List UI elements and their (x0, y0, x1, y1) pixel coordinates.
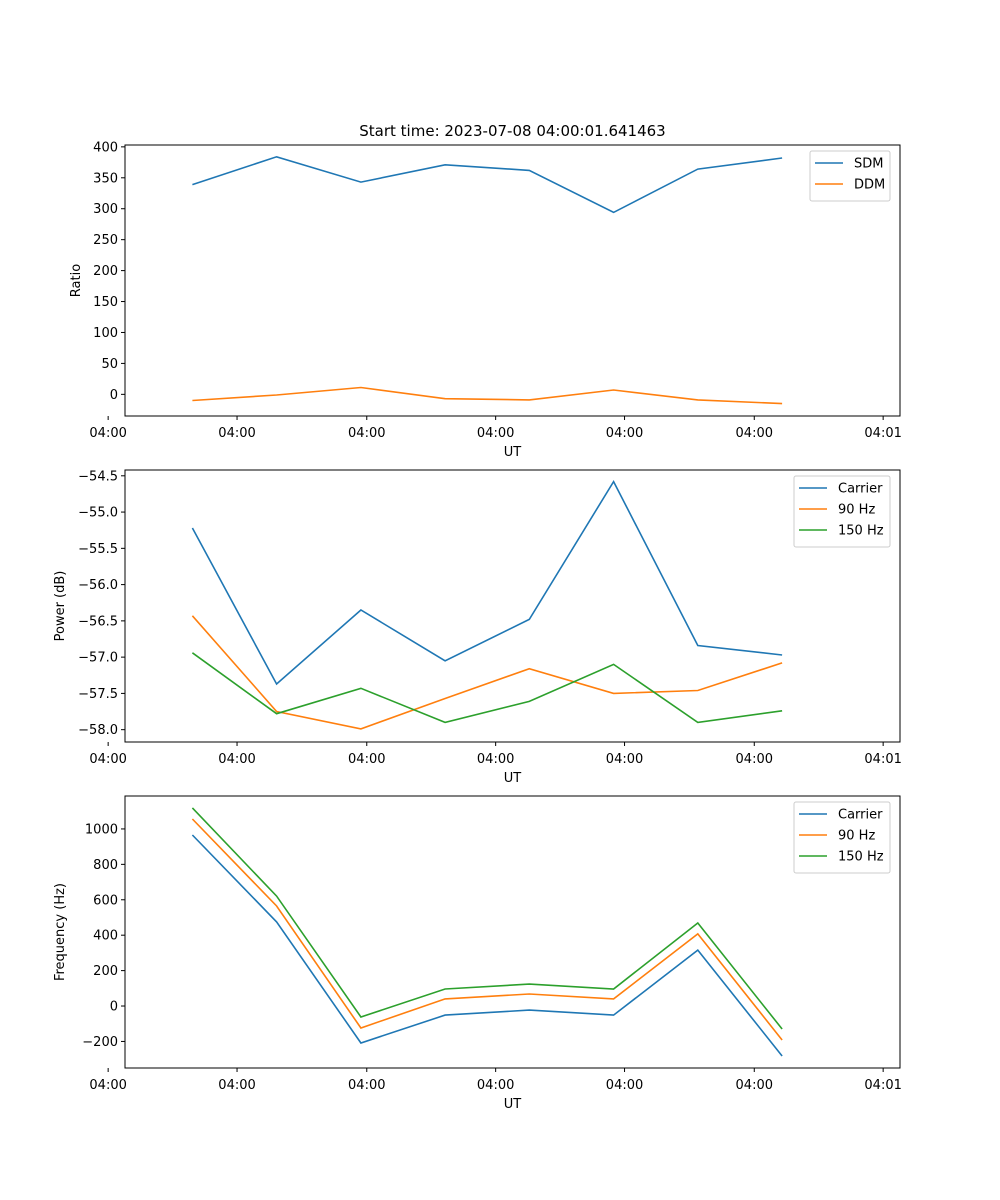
series-line-carrier (191, 479, 783, 686)
series-line-ddm (192, 386, 783, 405)
x-tick-label: 04:00 (606, 426, 643, 441)
legend-label: 90 Hz (838, 503, 875, 518)
x-tick-label: 04:00 (89, 1078, 126, 1093)
y-tick-label: −58.0 (78, 723, 118, 738)
x-tick-label: 04:00 (218, 752, 255, 767)
y-tick-label: −55.0 (78, 506, 118, 521)
y-axis-label: Power (dB) (53, 571, 68, 642)
series-line-150-hz (191, 807, 783, 1030)
y-tick-label: −55.5 (78, 542, 118, 557)
axes-frame-2 (124, 795, 901, 1069)
series-line-90-hz (191, 615, 783, 730)
y-tick-label: 0 (110, 1000, 118, 1015)
series-line-carrier (191, 834, 783, 1057)
legend-label: 150 Hz (838, 850, 884, 865)
x-tick-label: 04:00 (218, 426, 255, 441)
axes-frame-0 (124, 144, 901, 417)
x-tick-label: 04:01 (864, 1078, 901, 1093)
y-tick-label: 300 (93, 202, 118, 217)
y-tick-label: 400 (93, 929, 118, 944)
y-tick-label: −57.5 (78, 687, 118, 702)
y-tick-label: 0 (110, 388, 118, 403)
y-tick-label: 200 (93, 264, 118, 279)
y-tick-label: 100 (93, 326, 118, 341)
x-axis-label: UT (504, 445, 522, 460)
x-tick-label: 04:00 (348, 426, 385, 441)
series-line-90-hz (191, 818, 783, 1041)
x-axis-label: UT (504, 1097, 522, 1112)
y-tick-label: 600 (93, 893, 118, 908)
y-tick-label: 150 (93, 295, 118, 310)
x-tick-label: 04:00 (736, 752, 773, 767)
legend-label: SDM (854, 157, 883, 172)
legend-label: DDM (854, 178, 885, 193)
y-tick-label: −56.5 (78, 614, 118, 629)
axes-frame-1 (124, 469, 901, 743)
y-tick-label: 1000 (85, 822, 118, 837)
y-axis-label: Frequency (Hz) (53, 883, 68, 981)
y-tick-label: 800 (93, 858, 118, 873)
y-tick-label: 50 (101, 357, 118, 372)
y-tick-label: 250 (93, 233, 118, 248)
series-line-sdm (192, 155, 783, 214)
x-tick-label: 04:00 (477, 1078, 514, 1093)
x-tick-label: 04:00 (348, 1078, 385, 1093)
series-line-150-hz (191, 652, 783, 724)
x-tick-label: 04:00 (477, 752, 514, 767)
legend-label: Carrier (838, 482, 883, 497)
x-tick-label: 04:00 (218, 1078, 255, 1093)
y-tick-label: −54.5 (78, 469, 118, 484)
x-tick-label: 04:00 (736, 1078, 773, 1093)
legend-label: 150 Hz (838, 524, 884, 539)
x-tick-label: 04:00 (477, 426, 514, 441)
y-axis-label: Ratio (69, 264, 84, 297)
y-tick-label: −57.0 (78, 651, 118, 666)
chart-title: Start time: 2023-07-08 04:00:01.641463 (359, 122, 665, 140)
x-tick-label: 04:00 (736, 426, 773, 441)
x-tick-label: 04:01 (864, 426, 901, 441)
x-tick-label: 04:01 (864, 752, 901, 767)
legend-label: Carrier (838, 808, 883, 823)
x-tick-label: 04:00 (606, 1078, 643, 1093)
y-tick-label: −200 (82, 1035, 118, 1050)
y-tick-label: 350 (93, 171, 118, 186)
y-tick-label: −56.0 (78, 578, 118, 593)
y-tick-label: 200 (93, 964, 118, 979)
legend-label: 90 Hz (838, 829, 875, 844)
x-tick-label: 04:00 (89, 426, 126, 441)
x-axis-label: UT (504, 771, 522, 786)
x-tick-label: 04:00 (89, 752, 126, 767)
y-tick-label: 400 (93, 140, 118, 155)
x-tick-label: 04:00 (606, 752, 643, 767)
x-tick-label: 04:00 (348, 752, 385, 767)
